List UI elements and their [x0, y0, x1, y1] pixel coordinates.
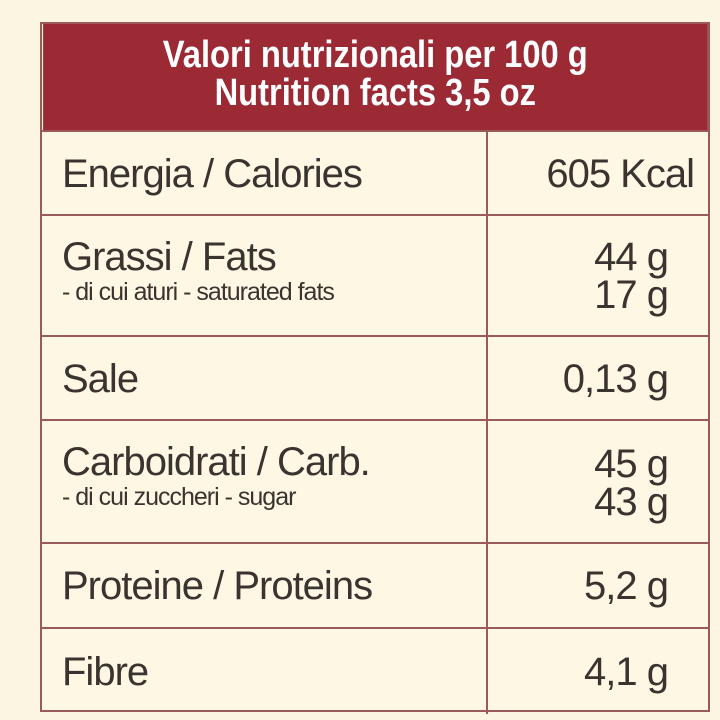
header-line-2: Nutrition facts 3,5 oz — [214, 72, 536, 114]
row-value: 0,13 g — [562, 357, 669, 401]
nutrition-table: Valori nutrizionali per 100 g Nutrition … — [40, 22, 710, 714]
row-label: Fibre — [62, 650, 149, 694]
row-value: 4,1 g — [584, 650, 669, 694]
table-row: Sale 0,13 g — [42, 335, 708, 419]
table-row: Fibre 4,1 g — [42, 627, 708, 714]
table-row: Proteine / Proteins 5,2 g — [42, 542, 708, 627]
row-label: Grassi / Fats — [62, 235, 277, 279]
row-value: 45 g — [594, 442, 669, 486]
row-label: Carboidrati / Carb. — [62, 440, 371, 484]
row-label: Proteine / Proteins — [62, 564, 373, 608]
row-value: 5,2 g — [584, 564, 669, 608]
table-row: Grassi / Fats - di cui aturi - saturated … — [42, 214, 708, 335]
table-row: Energia / Calories 605 Kcal — [42, 130, 708, 214]
row-value: 44 g — [594, 235, 669, 279]
row-sub-value: 43 g — [594, 480, 669, 524]
row-sub-value: 17 g — [594, 273, 669, 317]
row-sub-label: - di cui aturi - saturated fats — [62, 278, 335, 306]
table-row: Carboidrati / Carb. - di cui zuccheri - s… — [42, 419, 708, 542]
row-value: 605 Kcal — [546, 152, 695, 196]
header-line-1: Valori nutrizionali per 100 g — [162, 34, 588, 76]
row-label: Energia / Calories — [62, 152, 363, 196]
row-sub-label: - di cui zuccheri - sugar — [62, 483, 296, 511]
row-label: Sale — [62, 357, 139, 401]
table-header: Valori nutrizionali per 100 g Nutrition … — [42, 24, 708, 130]
